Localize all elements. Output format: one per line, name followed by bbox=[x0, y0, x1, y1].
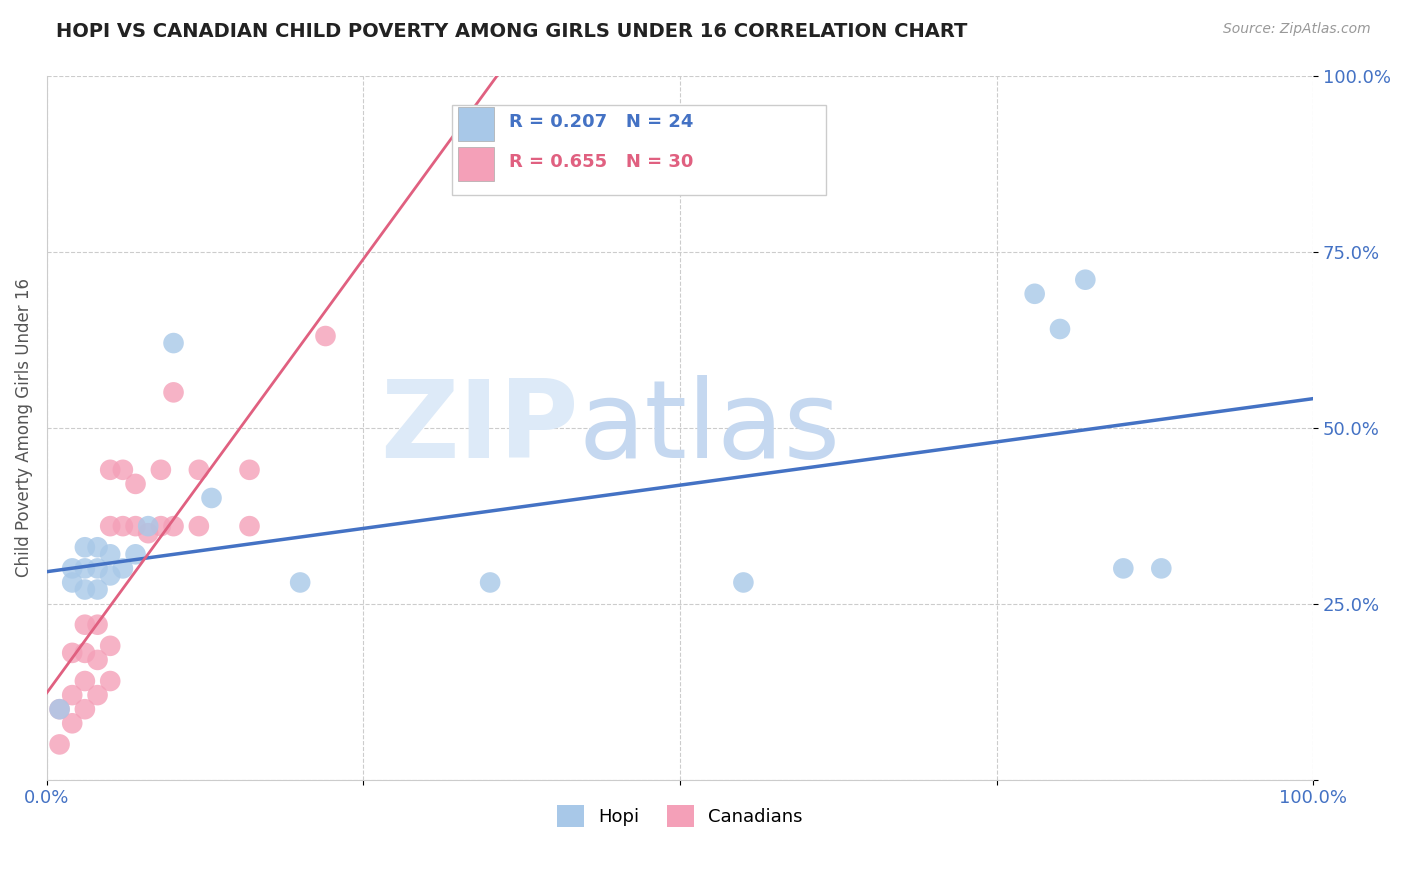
Point bbox=[60, 716, 83, 731]
FancyBboxPatch shape bbox=[458, 147, 494, 181]
Point bbox=[86, 561, 108, 575]
Point bbox=[60, 646, 83, 660]
Point bbox=[1112, 561, 1135, 575]
Point bbox=[1024, 286, 1046, 301]
Point bbox=[187, 519, 209, 533]
Text: R = 0.207   N = 24: R = 0.207 N = 24 bbox=[509, 112, 693, 131]
Point bbox=[111, 561, 134, 575]
Point bbox=[73, 702, 96, 716]
Text: R = 0.655   N = 30: R = 0.655 N = 30 bbox=[509, 153, 693, 171]
Point bbox=[238, 519, 260, 533]
Point bbox=[1049, 322, 1071, 336]
FancyBboxPatch shape bbox=[453, 105, 825, 195]
Text: Source: ZipAtlas.com: Source: ZipAtlas.com bbox=[1223, 22, 1371, 37]
Point bbox=[111, 463, 134, 477]
Point bbox=[162, 519, 184, 533]
Point bbox=[124, 547, 146, 561]
Point bbox=[60, 688, 83, 702]
Point bbox=[73, 582, 96, 597]
Point bbox=[60, 561, 83, 575]
Point bbox=[86, 582, 108, 597]
Text: ZIP: ZIP bbox=[380, 375, 579, 481]
Point bbox=[48, 738, 70, 752]
Point bbox=[315, 329, 337, 343]
Point bbox=[98, 568, 121, 582]
Point bbox=[48, 702, 70, 716]
Point bbox=[111, 519, 134, 533]
Legend: Hopi, Canadians: Hopi, Canadians bbox=[550, 797, 810, 834]
Point bbox=[733, 575, 755, 590]
Point bbox=[479, 575, 502, 590]
Point bbox=[238, 463, 260, 477]
Point bbox=[149, 519, 172, 533]
Point bbox=[136, 519, 159, 533]
Point bbox=[73, 541, 96, 555]
Point bbox=[200, 491, 222, 505]
Point bbox=[1074, 273, 1097, 287]
Text: atlas: atlas bbox=[579, 375, 841, 481]
Point bbox=[48, 702, 70, 716]
Point bbox=[124, 476, 146, 491]
Point bbox=[288, 575, 311, 590]
Point bbox=[98, 519, 121, 533]
Point bbox=[162, 336, 184, 351]
Point bbox=[86, 541, 108, 555]
Point bbox=[98, 673, 121, 688]
Point bbox=[124, 519, 146, 533]
Text: HOPI VS CANADIAN CHILD POVERTY AMONG GIRLS UNDER 16 CORRELATION CHART: HOPI VS CANADIAN CHILD POVERTY AMONG GIR… bbox=[56, 22, 967, 41]
Point bbox=[86, 688, 108, 702]
FancyBboxPatch shape bbox=[458, 107, 494, 141]
Point bbox=[98, 639, 121, 653]
Point bbox=[98, 463, 121, 477]
Point bbox=[60, 575, 83, 590]
Point bbox=[149, 463, 172, 477]
Point bbox=[136, 526, 159, 541]
Point bbox=[73, 646, 96, 660]
Point bbox=[187, 463, 209, 477]
Point bbox=[86, 653, 108, 667]
Point bbox=[73, 617, 96, 632]
Point bbox=[98, 547, 121, 561]
Point bbox=[86, 617, 108, 632]
Point bbox=[73, 561, 96, 575]
Point bbox=[1150, 561, 1173, 575]
Point bbox=[162, 385, 184, 400]
Point bbox=[73, 673, 96, 688]
Y-axis label: Child Poverty Among Girls Under 16: Child Poverty Among Girls Under 16 bbox=[15, 278, 32, 577]
